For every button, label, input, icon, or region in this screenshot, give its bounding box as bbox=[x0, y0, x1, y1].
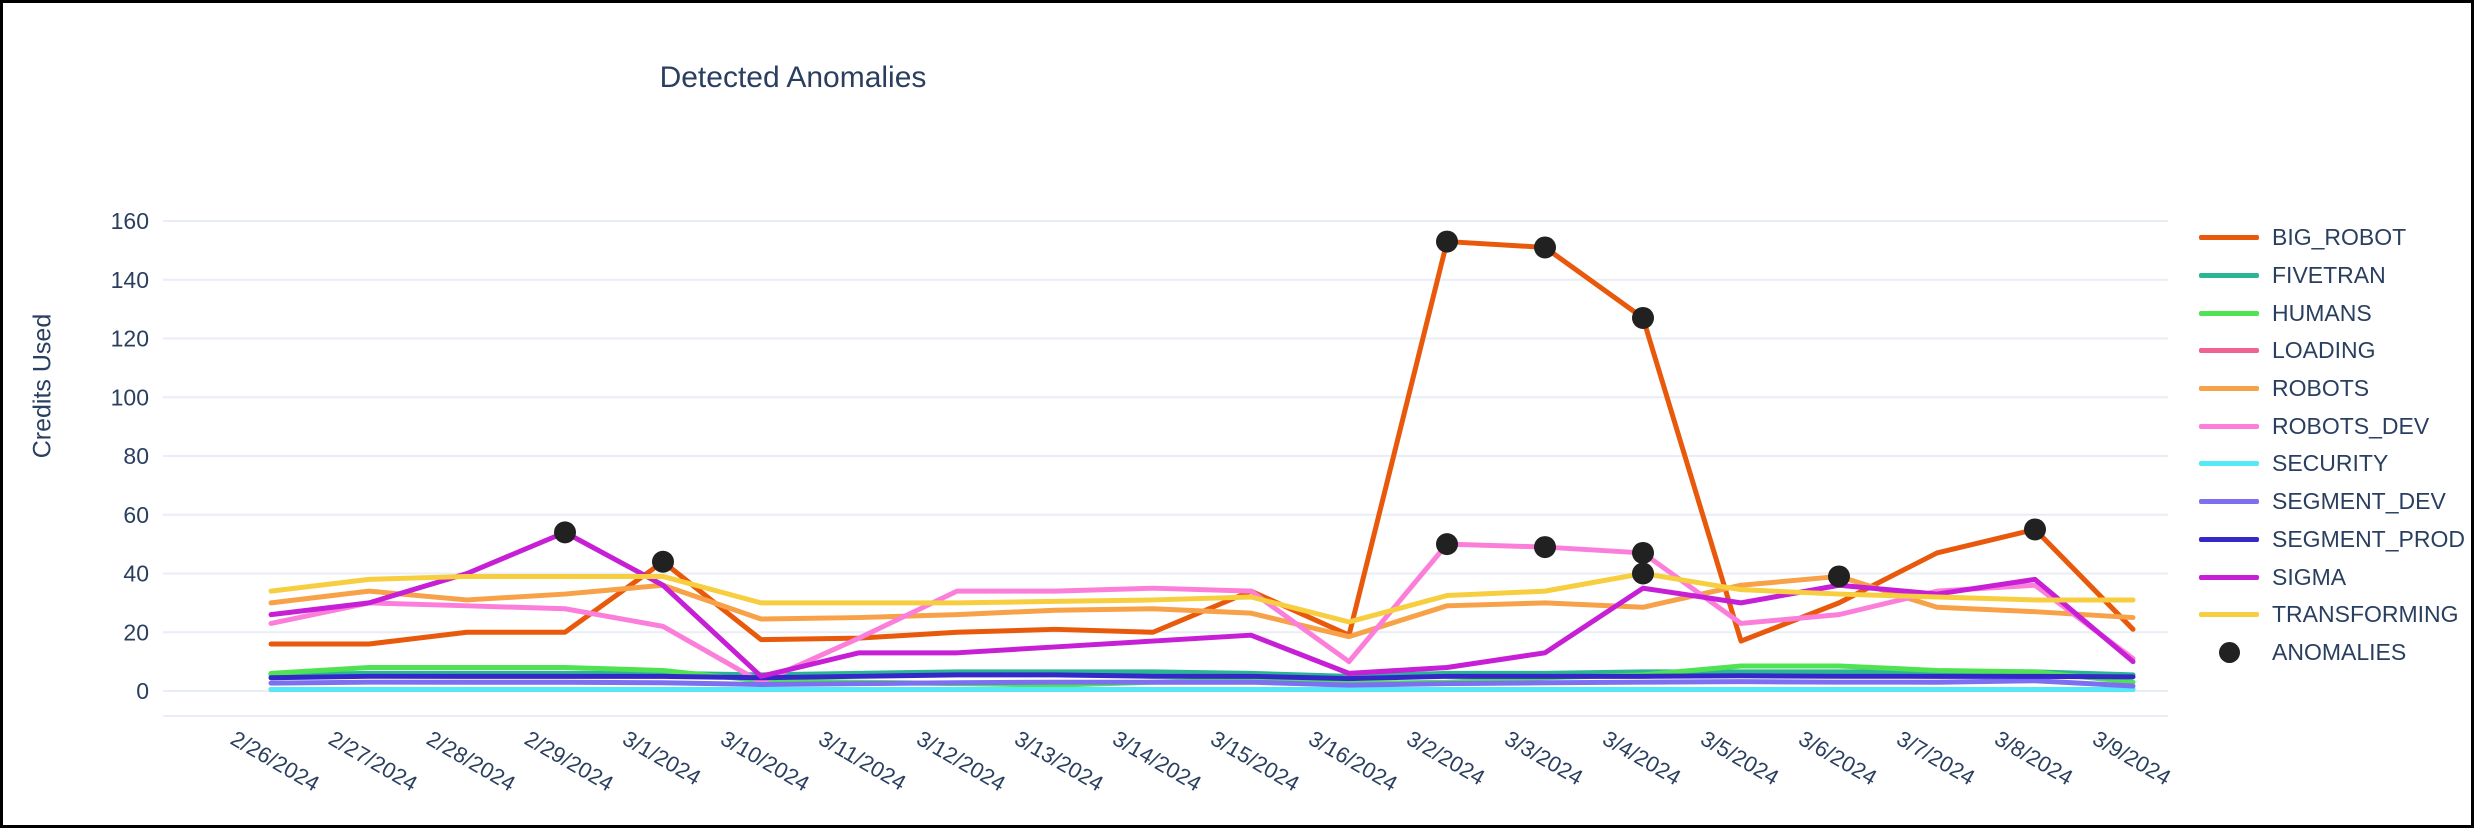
x-tick-label: 3/10/2024 bbox=[717, 726, 814, 797]
x-tick-label: 3/4/2024 bbox=[1599, 726, 1686, 790]
legend-item-BIG_ROBOT[interactable]: BIG_ROBOT bbox=[2199, 219, 2465, 257]
x-tick-label: 3/7/2024 bbox=[1893, 726, 1980, 790]
legend-item-ROBOTS_DEV[interactable]: ROBOTS_DEV bbox=[2199, 407, 2465, 445]
anomaly-point bbox=[1534, 536, 1556, 559]
y-tick-label: 80 bbox=[123, 443, 149, 469]
x-tick-label: 2/29/2024 bbox=[521, 726, 618, 797]
x-tick-label: 3/15/2024 bbox=[1207, 726, 1304, 797]
legend-line-swatch bbox=[2199, 273, 2259, 279]
legend-line-swatch bbox=[2199, 423, 2259, 429]
legend-line-swatch bbox=[2199, 235, 2259, 241]
anomaly-point bbox=[1828, 565, 1850, 588]
legend-label: HUMANS bbox=[2272, 299, 2372, 326]
x-tick-label: 3/2/2024 bbox=[1403, 726, 1490, 790]
series-line-SEGMENT_PROD bbox=[268, 672, 2136, 682]
legend-line-swatch bbox=[2199, 499, 2259, 505]
legend-label: FIVETRAN bbox=[2272, 262, 2386, 289]
legend-label: SECURITY bbox=[2272, 450, 2389, 477]
anomaly-point bbox=[1632, 562, 1654, 585]
legend-line-swatch bbox=[2199, 461, 2259, 467]
x-tick-label: 3/5/2024 bbox=[1697, 726, 1784, 790]
legend-item-SECURITY[interactable]: SECURITY bbox=[2199, 445, 2465, 483]
chart-title: Detected Anomalies bbox=[659, 61, 927, 94]
anomaly-point bbox=[1436, 533, 1458, 556]
anomaly-point bbox=[1632, 306, 1654, 329]
series-line-ROBOTS bbox=[268, 573, 2136, 640]
legend-label: BIG_ROBOT bbox=[2272, 224, 2407, 251]
anomaly-point bbox=[1632, 541, 1654, 564]
anomaly-point bbox=[554, 521, 576, 544]
x-tick-label: 3/16/2024 bbox=[1305, 726, 1402, 797]
legend-item-SIGMA[interactable]: SIGMA bbox=[2199, 558, 2465, 596]
series-line-TRANSFORMING bbox=[268, 571, 2136, 625]
legend-label: SEGMENT_PROD bbox=[2272, 525, 2465, 552]
y-tick-label: 140 bbox=[111, 267, 149, 293]
legend-line-swatch bbox=[2199, 536, 2259, 542]
legend-label: SIGMA bbox=[2272, 563, 2347, 590]
anomaly-point bbox=[652, 550, 674, 573]
series-line-SIGMA bbox=[268, 529, 2136, 679]
anomaly-point bbox=[1436, 230, 1458, 253]
x-tick-label: 3/1/2024 bbox=[619, 726, 706, 790]
anomaly-point bbox=[2024, 518, 2046, 541]
legend-item-ROBOTS[interactable]: ROBOTS bbox=[2199, 370, 2465, 408]
legend-item-SEGMENT_DEV[interactable]: SEGMENT_DEV bbox=[2199, 483, 2465, 521]
legend-item-TRANSFORMING[interactable]: TRANSFORMING bbox=[2199, 596, 2465, 634]
legend-item-SEGMENT_PROD[interactable]: SEGMENT_PROD bbox=[2199, 521, 2465, 559]
legend-label: ROBOTS_DEV bbox=[2272, 412, 2430, 439]
legend-line-swatch bbox=[2199, 310, 2259, 316]
series-line-SEGMENT_DEV bbox=[268, 678, 2136, 689]
y-tick-label: 120 bbox=[111, 326, 149, 352]
y-tick-label: 40 bbox=[123, 561, 149, 587]
x-tick-label: 3/9/2024 bbox=[2089, 726, 2176, 790]
legend-label: ROBOTS bbox=[2272, 375, 2370, 402]
series-line-FIVETRAN bbox=[268, 669, 2136, 679]
legend-label: ANOMALIES bbox=[2272, 638, 2407, 665]
x-tick-label: 3/14/2024 bbox=[1109, 726, 1206, 797]
legend: BIG_ROBOT FIVETRAN HUMANS LOADING ROBOTS ROBO… bbox=[2199, 219, 2465, 671]
y-tick-label: 100 bbox=[111, 384, 149, 410]
legend-item-ANOMALIES[interactable]: ANOMALIES bbox=[2199, 634, 2465, 672]
legend-line-swatch bbox=[2199, 574, 2259, 580]
x-tick-label: 2/27/2024 bbox=[325, 726, 422, 797]
y-tick-label: 0 bbox=[136, 678, 149, 704]
x-tick-label: 3/6/2024 bbox=[1795, 726, 1882, 790]
x-tick-label: 3/8/2024 bbox=[1991, 726, 2078, 790]
x-tick-label: 3/3/2024 bbox=[1501, 726, 1588, 790]
series-line-ROBOTS_DEV bbox=[268, 541, 2136, 685]
legend-label: TRANSFORMING bbox=[2272, 601, 2459, 628]
anomaly-dot-icon bbox=[2199, 641, 2259, 663]
legend-item-FIVETRAN[interactable]: FIVETRAN bbox=[2199, 257, 2465, 295]
y-tick-label: 20 bbox=[123, 619, 149, 645]
x-tick-label: 3/12/2024 bbox=[913, 726, 1010, 797]
anomaly-point bbox=[1534, 236, 1556, 259]
x-tick-label: 2/28/2024 bbox=[423, 726, 520, 797]
x-tick-label: 3/13/2024 bbox=[1011, 726, 1108, 797]
y-tick-label: 160 bbox=[111, 208, 149, 234]
x-tick-label: 3/11/2024 bbox=[815, 726, 911, 796]
x-tick-label: 2/26/2024 bbox=[227, 726, 324, 797]
legend-label: SEGMENT_DEV bbox=[2272, 488, 2446, 515]
legend-line-swatch bbox=[2199, 612, 2259, 618]
legend-line-swatch bbox=[2199, 386, 2259, 392]
y-tick-label: 60 bbox=[123, 502, 149, 528]
legend-line-swatch bbox=[2199, 348, 2259, 354]
legend-item-LOADING[interactable]: LOADING bbox=[2199, 332, 2465, 370]
legend-label: LOADING bbox=[2272, 337, 2376, 364]
legend-item-HUMANS[interactable]: HUMANS bbox=[2199, 294, 2465, 332]
